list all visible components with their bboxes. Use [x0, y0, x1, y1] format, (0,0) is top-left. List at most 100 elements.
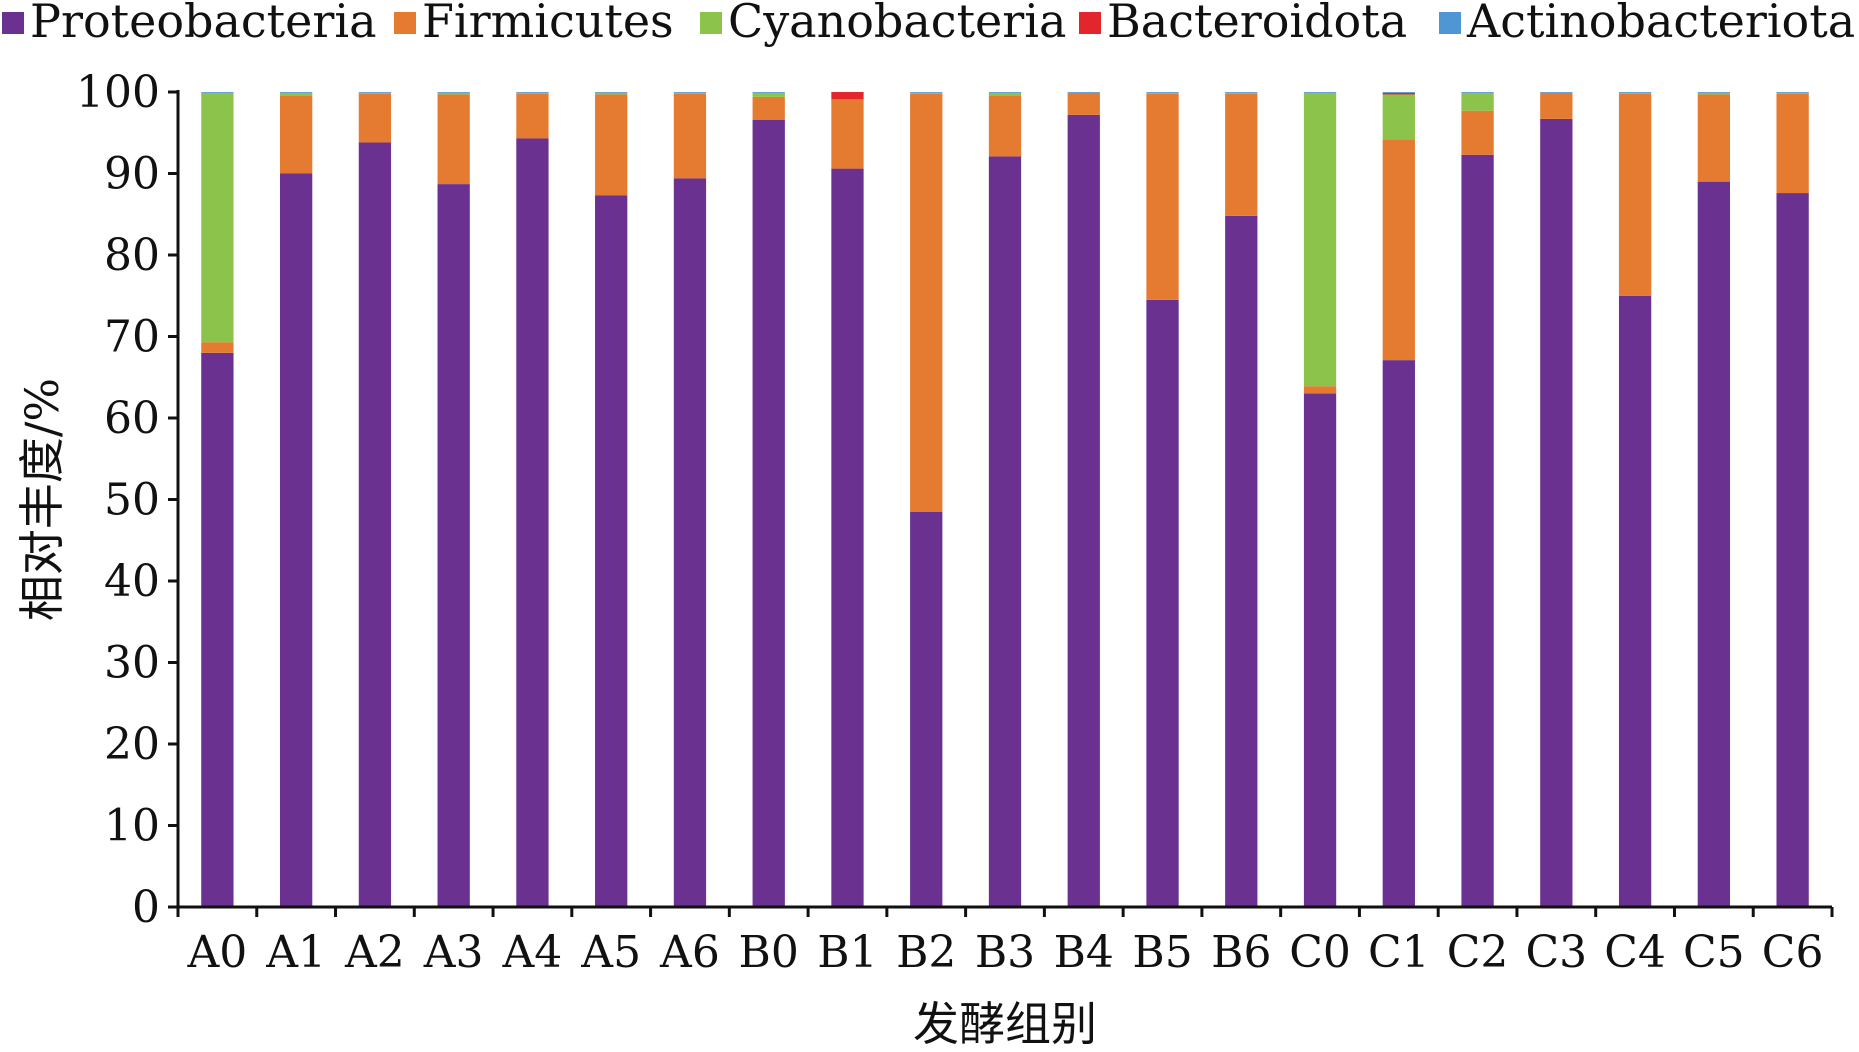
- bar-segment: [910, 92, 943, 93]
- bar-segment: [1776, 193, 1809, 907]
- bar-segment: [595, 195, 628, 907]
- x-tick-label: A4: [502, 927, 563, 978]
- bar-segment: [1461, 92, 1494, 111]
- bar-segment: [358, 92, 392, 94]
- bar-segment: [988, 92, 1022, 96]
- bar-segment: [1225, 92, 1258, 93]
- bar-segment: [1776, 92, 1809, 94]
- bar-segment: [1303, 393, 1337, 907]
- x-tick-label: A3: [423, 927, 484, 978]
- bar-segment: [279, 173, 313, 907]
- legend-swatch: [394, 12, 416, 34]
- bar-segment: [1067, 92, 1100, 93]
- bar-segment: [1146, 92, 1179, 93]
- y-tick-label: 80: [104, 230, 160, 281]
- x-tick-label: C0: [1289, 927, 1351, 978]
- x-axis-title: 发酵组别: [913, 997, 1097, 1051]
- bar-segment: [1776, 92, 1809, 93]
- legend-swatch: [1439, 12, 1461, 34]
- bar-segment: [673, 178, 707, 907]
- y-tick-label: 30: [104, 638, 160, 689]
- bar-segment: [1618, 93, 1652, 296]
- legend-label: Actinobacteriota: [1466, 0, 1855, 48]
- bar-segment: [1303, 386, 1337, 394]
- bar-segment: [1382, 360, 1415, 907]
- bar-segment: [279, 92, 313, 93]
- bar-segment: [437, 184, 470, 908]
- legend-label: Cyanobacteria: [728, 0, 1066, 48]
- x-tick-label: B4: [1054, 927, 1114, 978]
- bar-segment: [358, 92, 392, 93]
- x-axis-ticks: A0 A1 A2 A3 A4 A5 A6 B0 B1 B2 B3 B4 B5 B6 C0 C1 C2 C3 C4 C5…: [176, 907, 1834, 978]
- bar-segment: [358, 93, 392, 143]
- bar-segment: [1382, 92, 1415, 95]
- x-tick-label: C4: [1604, 927, 1666, 978]
- y-axis-ticks: 0 10 20 30 40 50 60 70 80 90 100: [76, 67, 178, 933]
- y-tick-label: 50: [104, 475, 160, 526]
- bar-segment: [516, 138, 549, 907]
- bars-group: [201, 92, 1809, 908]
- bar-segment: [910, 92, 943, 94]
- x-tick-label: B1: [817, 927, 877, 978]
- y-tick-label: 20: [104, 719, 160, 770]
- bar-segment: [595, 94, 628, 196]
- bar-segment: [1382, 139, 1415, 361]
- y-tick-label: 60: [104, 393, 160, 444]
- legend: Proteobacteria Firmicutes Cyanobacteria Bac…: [2, 0, 1855, 48]
- bar-segment: [1461, 110, 1494, 155]
- bar-segment: [1303, 92, 1337, 93]
- bar-segment: [752, 92, 785, 97]
- x-tick-label: B6: [1211, 927, 1271, 978]
- legend-swatch: [700, 12, 722, 34]
- y-axis-title: 相对丰度/%: [15, 378, 69, 621]
- bar-segment: [910, 93, 943, 512]
- x-tick-label: C2: [1447, 927, 1509, 978]
- y-tick-label: 100: [76, 67, 160, 118]
- bar-segment: [1540, 92, 1573, 93]
- bar-segment: [752, 119, 785, 907]
- bar-segment: [1225, 93, 1258, 216]
- bar-segment: [1067, 92, 1100, 115]
- x-tick-label: B5: [1132, 927, 1192, 978]
- x-tick-label: B2: [896, 927, 956, 978]
- bar-segment: [1697, 92, 1731, 93]
- bar-segment: [988, 92, 1022, 93]
- x-tick-label: A2: [344, 927, 405, 978]
- bar-segment: [516, 92, 549, 93]
- bar-segment: [988, 95, 1022, 157]
- bar-segment: [1618, 295, 1652, 907]
- bar-segment: [358, 142, 392, 907]
- bar-segment: [516, 92, 549, 94]
- bar-segment: [1146, 92, 1179, 94]
- bar-segment: [201, 342, 234, 353]
- x-tick-label: A0: [186, 927, 247, 978]
- bar-segment: [1146, 299, 1179, 907]
- bar-segment: [673, 93, 707, 179]
- bar-segment: [831, 168, 864, 908]
- bar-segment: [595, 92, 628, 95]
- x-tick-label: C6: [1762, 927, 1824, 978]
- x-tick-label: C3: [1525, 927, 1587, 978]
- bar-segment: [831, 92, 864, 100]
- bar-segment: [437, 92, 470, 95]
- bar-segment: [752, 96, 785, 120]
- bar-segment: [437, 94, 470, 185]
- x-tick-label: A6: [659, 927, 720, 978]
- y-tick-label: 40: [104, 556, 160, 607]
- bar-segment: [673, 92, 707, 93]
- bar-segment: [1618, 92, 1652, 94]
- bar-segment: [1382, 94, 1415, 140]
- y-tick-label: 10: [104, 801, 160, 852]
- bar-segment: [910, 511, 943, 907]
- bar-segment: [201, 352, 234, 907]
- bar-segment: [1146, 93, 1179, 300]
- bar-segment: [1697, 181, 1731, 907]
- legend-label: Firmicutes: [422, 0, 674, 48]
- bar-segment: [673, 92, 707, 94]
- bar-segment: [1697, 92, 1731, 95]
- bar-segment: [1461, 92, 1494, 93]
- legend-label: Proteobacteria: [30, 0, 377, 48]
- bar-segment: [988, 156, 1022, 907]
- bar-segment: [516, 93, 549, 139]
